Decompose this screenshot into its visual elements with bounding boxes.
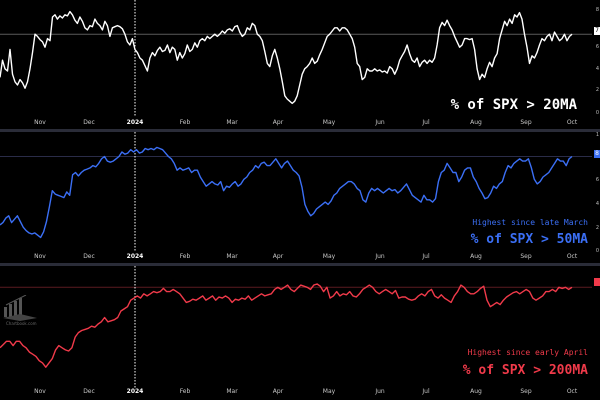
chart-title-50ma: % of SPX > 50MA (470, 232, 588, 247)
chart-title-200ma: % of SPX > 200MA (462, 363, 588, 378)
y-tick-20: 2 (595, 225, 599, 231)
data-series-line (0, 10, 573, 105)
y-tick-100: 1 (595, 132, 599, 138)
x-tick-oct: Oct (566, 119, 578, 126)
y-tick-80: 8 (595, 7, 599, 13)
current-value-badge-20ma: 7 (594, 27, 600, 35)
x-tick-jul: Jul (422, 253, 430, 260)
chart-subtitle-200ma: Highest since early April (467, 348, 588, 357)
panel-divider (0, 129, 600, 132)
x-tick-sep: Sep (520, 388, 532, 395)
x-tick-aug: Aug (470, 388, 482, 395)
x-tick-dec: Dec (83, 119, 95, 126)
panel-200ma: Chartbook.com Highest since early April … (0, 266, 600, 400)
x-tick-mar: Mar (226, 119, 238, 126)
current-value-badge-200ma (594, 278, 600, 286)
y-tick-60: 6 (595, 177, 599, 183)
x-tick-2024: 2024 (126, 388, 144, 395)
line-chart-200ma (0, 266, 592, 388)
line-chart-50ma (0, 132, 592, 251)
x-tick-oct: Oct (566, 253, 578, 260)
x-tick-feb: Feb (179, 119, 191, 126)
y-tick-0: 0 (595, 110, 599, 116)
x-tick-mar: Mar (226, 253, 238, 260)
x-tick-sep: Sep (520, 119, 532, 126)
y-tick-40: 4 (595, 201, 599, 207)
y-tick-0: 0 (595, 248, 599, 254)
x-tick-nov: Nov (34, 253, 46, 260)
x-tick-aug: Aug (470, 119, 482, 126)
x-tick-apr: Apr (272, 253, 284, 260)
x-tick-feb: Feb (179, 253, 191, 260)
x-tick-dec: Dec (83, 388, 95, 395)
panel-divider (0, 263, 600, 266)
y-tick-20: 2 (595, 87, 599, 93)
y-tick-60: 6 (595, 44, 599, 50)
line-chart-20ma (0, 0, 592, 117)
panel-20ma: 8 7 6 4 2 0 % of SPX > 20MA Nov Dec 2024 Fe… (0, 0, 600, 129)
x-tick-jul: Jul (422, 119, 430, 126)
x-tick-dec: Dec (83, 253, 95, 260)
x-tick-jul: Jul (422, 388, 430, 395)
panel-50ma: 1 8 6 4 2 0 Highest since late March % o… (0, 132, 600, 263)
x-tick-jun: Jun (375, 119, 385, 126)
x-tick-feb: Feb (179, 388, 191, 395)
watermark-text: Chartbook.com (6, 321, 37, 326)
data-series-line (0, 146, 573, 239)
x-tick-oct: Oct (566, 388, 578, 395)
x-tick-apr: Apr (272, 388, 284, 395)
y-tick-40: 4 (595, 66, 599, 72)
x-tick-aug: Aug (470, 253, 482, 260)
x-tick-nov: Nov (34, 119, 46, 126)
chart-subtitle-50ma: Highest since late March (472, 218, 588, 227)
x-tick-mar: Mar (226, 388, 238, 395)
x-tick-2024: 2024 (126, 253, 144, 260)
x-tick-nov: Nov (34, 388, 46, 395)
x-tick-apr: Apr (272, 119, 284, 126)
x-tick-2024: 2024 (126, 119, 144, 126)
x-tick-may: May (322, 253, 336, 260)
data-series-line (0, 283, 573, 368)
current-value-badge-50ma: 8 (594, 150, 600, 158)
chart-title-20ma: % of SPX > 20MA (450, 97, 577, 113)
chartbook-logo-icon (2, 295, 38, 325)
x-tick-jun: Jun (375, 388, 385, 395)
x-tick-jun: Jun (375, 253, 385, 260)
x-tick-sep: Sep (520, 253, 532, 260)
x-tick-may: May (322, 119, 336, 126)
x-tick-may: May (322, 388, 336, 395)
